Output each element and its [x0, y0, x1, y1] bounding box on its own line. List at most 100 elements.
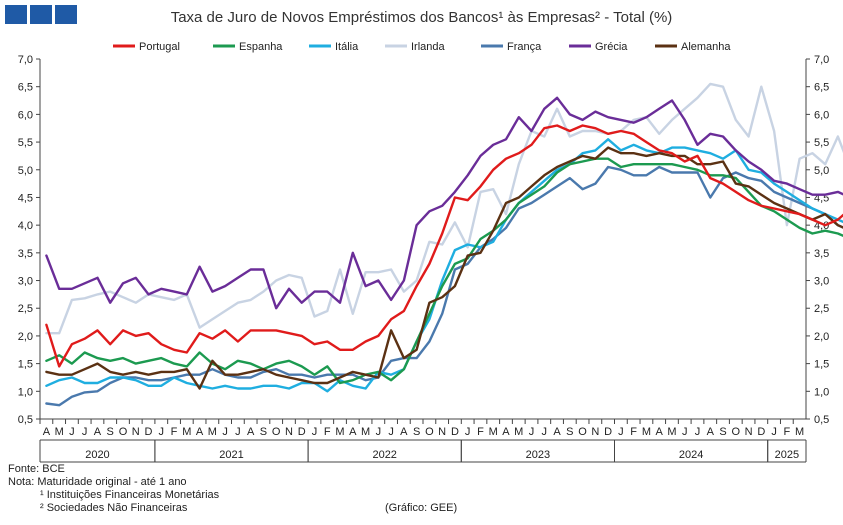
footnote-1: ¹ Instituições Financeiras Monetárias [40, 489, 220, 501]
y-tick-label-left: 4,0 [18, 220, 33, 232]
x-tick-label: M [55, 426, 64, 438]
x-tick-label: J [82, 426, 88, 438]
y-tick-label-right: 3,0 [814, 276, 829, 288]
x-tick-label: J [465, 426, 471, 438]
x-tick-label: N [132, 426, 140, 438]
legend-label: Alemanha [681, 41, 731, 53]
series-line-grécia [45, 96, 843, 310]
legend-label: Espanha [239, 41, 283, 53]
year-label: 2021 [219, 449, 243, 461]
x-tick-label: A [656, 426, 664, 438]
x-tick-label: J [235, 426, 241, 438]
y-tick-label-right: 0,5 [814, 414, 829, 426]
axes: 0,5 0,5 1,0 1,0 1,5 1,5 2,0 2,0 2,5 2,5 3,0 3,0 3,5 3… [18, 54, 829, 463]
legend-label: Grécia [595, 41, 628, 53]
x-tick-label: M [667, 426, 676, 438]
y-tick-label-right: 6,0 [814, 109, 829, 121]
year-label: 2020 [85, 449, 109, 461]
x-tick-label: J [222, 426, 228, 438]
y-tick-label-right: 2,0 [814, 331, 829, 343]
x-tick-label: F [477, 426, 484, 438]
x-tick-label: S [566, 426, 573, 438]
y-tick-label-left: 0,5 [18, 414, 33, 426]
x-tick-label: O [119, 426, 128, 438]
year-label: 2022 [372, 449, 396, 461]
x-tick-label: F [324, 426, 331, 438]
series-line-frança [45, 165, 843, 407]
y-tick-label-right: 3,5 [814, 248, 829, 260]
x-tick-label: A [43, 426, 51, 438]
x-tick-label: A [707, 426, 715, 438]
x-tick-label: J [542, 426, 548, 438]
legend-label: França [507, 41, 542, 53]
y-tick-label-right: 1,5 [814, 359, 829, 371]
y-tick-label-left: 4,5 [18, 192, 33, 204]
y-tick-label-right: 7,0 [814, 54, 829, 66]
year-label: 2025 [775, 449, 799, 461]
y-tick-label-left: 5,0 [18, 165, 33, 177]
x-tick-label: J [376, 426, 382, 438]
y-tick-label-right: 1,0 [814, 386, 829, 398]
x-tick-label: S [719, 426, 726, 438]
x-tick-label: M [642, 426, 651, 438]
x-tick-label: J [388, 426, 394, 438]
x-tick-label: M [208, 426, 217, 438]
chart-credit: (Gráfico: GEE) [385, 502, 458, 514]
y-tick-label-right: 6,5 [814, 82, 829, 94]
x-tick-label: A [349, 426, 357, 438]
x-tick-label: J [695, 426, 701, 438]
footnote-2: ² Sociedades Não Financeiras [40, 502, 188, 514]
x-tick-label: A [400, 426, 408, 438]
y-tick-label-left: 1,5 [18, 359, 33, 371]
maturity-note: Nota: Maturidade original - até 1 ano [8, 476, 187, 488]
x-tick-label: D [757, 426, 765, 438]
legend: Portugal Espanha Itália Irlanda França Grécia… [113, 41, 731, 53]
y-tick-label-left: 3,5 [18, 248, 33, 260]
x-tick-label: D [604, 426, 612, 438]
x-tick-label: A [553, 426, 561, 438]
x-tick-label: O [578, 426, 587, 438]
source-note: Fonte: BCE [8, 463, 65, 475]
x-tick-label: F [630, 426, 637, 438]
y-tick-label-left: 2,5 [18, 303, 33, 315]
y-tick-label-left: 5,5 [18, 137, 33, 149]
x-tick-label: J [69, 426, 75, 438]
x-tick-label: N [591, 426, 599, 438]
x-tick-label: O [732, 426, 741, 438]
x-tick-label: D [145, 426, 153, 438]
y-tick-label-left: 3,0 [18, 276, 33, 288]
x-tick-label: A [94, 426, 102, 438]
year-label: 2024 [679, 449, 703, 461]
x-tick-label: A [247, 426, 255, 438]
logo-block-1-icon [5, 5, 27, 24]
x-tick-label: M [489, 426, 498, 438]
x-tick-label: O [272, 426, 281, 438]
x-tick-label: J [618, 426, 624, 438]
x-tick-label: J [159, 426, 165, 438]
y-tick-label-left: 2,0 [18, 331, 33, 343]
logo-block-3-icon [55, 5, 77, 24]
chart-title: Taxa de Juro de Novos Empréstimos dos Ba… [170, 9, 673, 26]
series-line-espanha [45, 157, 843, 385]
x-tick-label: D [451, 426, 459, 438]
x-tick-label: D [298, 426, 306, 438]
x-tick-label: O [425, 426, 434, 438]
series-lines [45, 82, 843, 407]
x-tick-label: A [502, 426, 510, 438]
series-line-alemanha [45, 146, 843, 390]
x-tick-label: M [795, 426, 804, 438]
y-tick-label-right: 5,5 [814, 137, 829, 149]
legend-label: Irlanda [411, 41, 446, 53]
x-tick-label: M [514, 426, 523, 438]
x-tick-label: S [413, 426, 420, 438]
y-tick-label-left: 6,5 [18, 82, 33, 94]
x-tick-label: M [182, 426, 191, 438]
x-tick-label: N [438, 426, 446, 438]
x-tick-label: N [285, 426, 293, 438]
x-tick-label: J [312, 426, 318, 438]
x-tick-label: F [783, 426, 790, 438]
x-tick-label: J [771, 426, 777, 438]
x-tick-label: S [260, 426, 267, 438]
y-tick-label-right: 5,0 [814, 165, 829, 177]
